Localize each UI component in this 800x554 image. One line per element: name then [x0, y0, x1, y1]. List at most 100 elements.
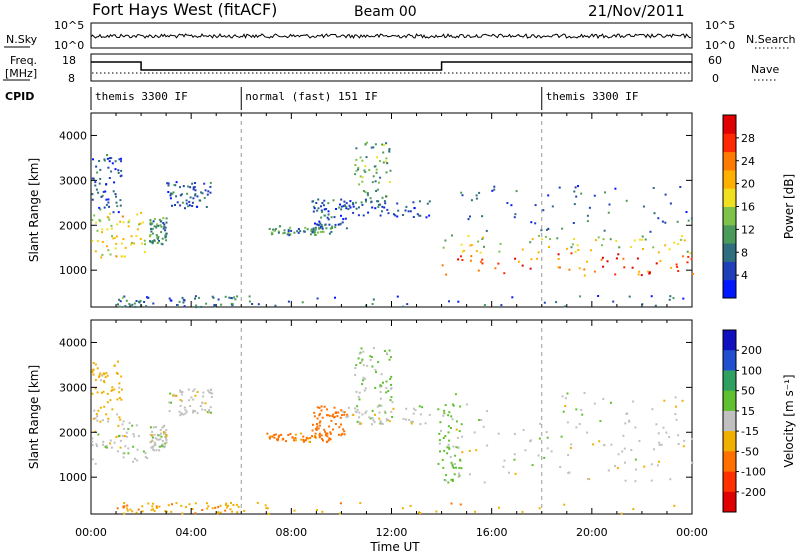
- data-cell: [165, 435, 168, 438]
- data-cell: [170, 299, 173, 302]
- data-cell: [109, 253, 112, 256]
- data-cell: [119, 300, 122, 303]
- data-cell: [451, 478, 454, 481]
- data-cell: [483, 481, 486, 484]
- data-cell: [650, 295, 653, 298]
- data-cell: [133, 302, 136, 305]
- data-cell: [447, 446, 450, 449]
- data-cell: [181, 391, 184, 393]
- data-cell: [194, 297, 196, 300]
- data-cell: [192, 188, 195, 191]
- data-cell: [410, 420, 413, 423]
- data-cell: [315, 223, 318, 226]
- data-cell: [355, 390, 358, 393]
- data-cell: [531, 464, 534, 467]
- data-cell: [303, 230, 306, 233]
- data-cell: [683, 439, 686, 442]
- data-cell: [658, 441, 661, 444]
- data-cell: [226, 506, 228, 509]
- data-cell: [343, 430, 346, 433]
- data-cell: [513, 453, 516, 456]
- data-cell: [357, 214, 360, 217]
- data-cell: [113, 441, 116, 444]
- data-cell: [167, 504, 170, 507]
- cpid-segment-label: themis 3300 IF: [546, 90, 639, 103]
- data-cell: [447, 443, 450, 446]
- data-cell: [188, 399, 191, 402]
- data-cell: [149, 426, 152, 429]
- data-cell: [675, 405, 677, 408]
- data-cell: [312, 227, 315, 230]
- data-cell: [382, 381, 384, 384]
- data-cell: [100, 391, 103, 394]
- colorbar-tick-label: -100: [741, 466, 766, 479]
- data-cell: [364, 412, 367, 415]
- data-cell: [209, 191, 212, 194]
- data-cell: [127, 452, 130, 455]
- data-cell: [445, 273, 448, 276]
- data-cell: [318, 220, 321, 223]
- data-cell: [470, 199, 473, 202]
- data-cell: [460, 467, 463, 470]
- data-cell: [444, 404, 447, 407]
- data-cell: [325, 434, 328, 437]
- data-cell: [643, 465, 646, 468]
- data-cell: [120, 375, 123, 378]
- data-cell: [318, 436, 321, 439]
- data-cell: [631, 266, 634, 269]
- data-cell: [207, 505, 210, 508]
- data-cell: [563, 503, 566, 506]
- data-cell: [604, 191, 606, 194]
- data-cell: [113, 364, 116, 367]
- data-cell: [349, 200, 352, 203]
- data-cell: [625, 413, 628, 415]
- data-cell: [375, 190, 378, 192]
- data-cell: [169, 192, 172, 195]
- data-cell: [339, 502, 342, 505]
- data-cell: [132, 445, 135, 448]
- data-cell: [106, 228, 109, 231]
- data-cell: [106, 401, 109, 404]
- data-cell: [374, 143, 377, 146]
- data-cell: [566, 392, 569, 395]
- scatter-cells: [91, 141, 694, 309]
- data-cell: [361, 383, 364, 386]
- data-cell: [316, 425, 319, 428]
- data-cell: [151, 240, 154, 243]
- data-cell: [366, 192, 369, 195]
- data-cell: [164, 442, 167, 445]
- data-cell: [172, 394, 175, 397]
- y-axis-title: Slant Range [km]: [27, 158, 41, 262]
- data-cell: [127, 221, 130, 224]
- data-cell: [390, 410, 393, 413]
- data-cell: [122, 456, 125, 459]
- data-cell: [357, 166, 360, 169]
- data-cell: [224, 504, 227, 506]
- y-tick-label: 2000: [59, 426, 87, 439]
- data-cell: [375, 168, 378, 171]
- data-cell: [557, 266, 560, 269]
- data-cell: [153, 441, 156, 444]
- data-cell: [287, 230, 290, 233]
- data-cell: [180, 193, 183, 196]
- data-cell: [321, 225, 324, 228]
- data-cell: [383, 200, 386, 203]
- data-cell: [192, 409, 195, 412]
- data-cell: [332, 413, 335, 416]
- data-cell: [294, 433, 297, 436]
- freq-tick-top: 18: [62, 54, 76, 67]
- data-cell: [424, 422, 427, 425]
- data-cell: [534, 222, 537, 225]
- data-cell: [458, 466, 461, 469]
- data-cell: [91, 239, 94, 242]
- data-cell: [624, 422, 627, 425]
- data-cell: [152, 436, 154, 439]
- data-cell: [113, 388, 116, 391]
- data-cell: [388, 149, 391, 152]
- data-cell: [95, 165, 98, 168]
- data-cell: [379, 384, 382, 387]
- data-cell: [571, 243, 574, 246]
- data-cell: [103, 381, 106, 384]
- data-cell: [312, 423, 314, 426]
- data-cell: [99, 208, 102, 211]
